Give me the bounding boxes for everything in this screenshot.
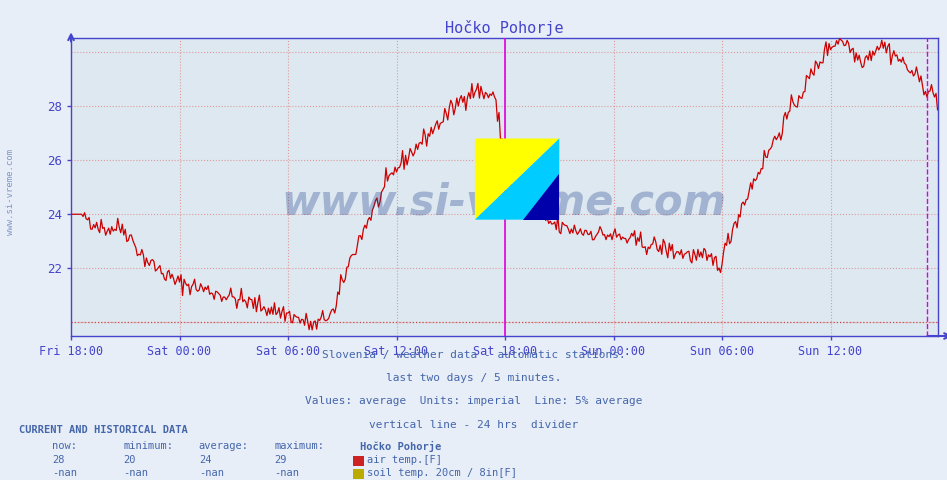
- Title: Hočko Pohorje: Hočko Pohorje: [445, 20, 563, 36]
- Text: vertical line - 24 hrs  divider: vertical line - 24 hrs divider: [369, 420, 578, 430]
- Text: 28: 28: [52, 455, 64, 465]
- Text: soil temp. 20cm / 8in[F]: soil temp. 20cm / 8in[F]: [367, 468, 517, 478]
- Text: 20: 20: [123, 455, 135, 465]
- Polygon shape: [474, 139, 560, 220]
- Text: Values: average  Units: imperial  Line: 5% average: Values: average Units: imperial Line: 5%…: [305, 396, 642, 407]
- Text: -nan: -nan: [123, 468, 148, 478]
- Text: -nan: -nan: [52, 468, 77, 478]
- Text: last two days / 5 minutes.: last two days / 5 minutes.: [385, 373, 562, 384]
- Text: Slovenia / weather data - automatic stations.: Slovenia / weather data - automatic stat…: [322, 350, 625, 360]
- Polygon shape: [474, 139, 560, 220]
- Text: www.si-vreme.com: www.si-vreme.com: [6, 149, 15, 235]
- Polygon shape: [523, 174, 560, 220]
- Text: now:: now:: [52, 441, 77, 451]
- Text: average:: average:: [199, 441, 249, 451]
- Text: 24: 24: [199, 455, 211, 465]
- Text: maximum:: maximum:: [275, 441, 325, 451]
- Text: -nan: -nan: [275, 468, 299, 478]
- Text: air temp.[F]: air temp.[F]: [367, 455, 442, 465]
- Text: Hočko Pohorje: Hočko Pohorje: [360, 441, 441, 452]
- Text: 29: 29: [275, 455, 287, 465]
- Text: -nan: -nan: [199, 468, 223, 478]
- Text: minimum:: minimum:: [123, 441, 173, 451]
- Text: www.si-vreme.com: www.si-vreme.com: [282, 181, 726, 223]
- Text: CURRENT AND HISTORICAL DATA: CURRENT AND HISTORICAL DATA: [19, 425, 188, 435]
